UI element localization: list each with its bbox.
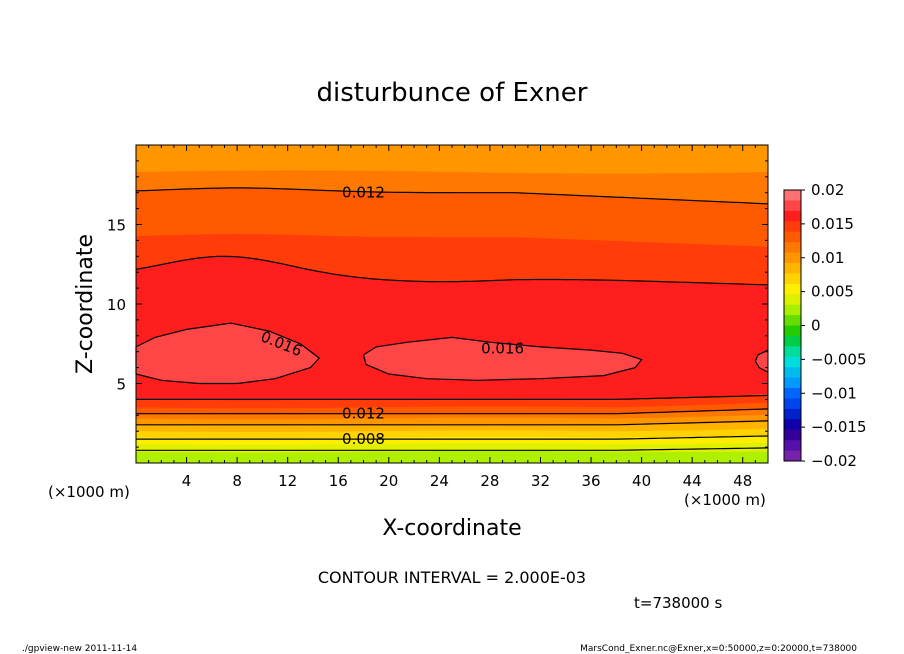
contour-0.012-upper — [135, 187, 769, 205]
colorbar: 0.02 0.015 0.01 0.005 0 −0.005 −0.01 −0.015 −0.0… — [783, 181, 867, 470]
y-unit-label: (×1000 m) — [48, 483, 130, 501]
colorbar-segment — [784, 315, 801, 326]
colorbar-segment — [784, 273, 801, 285]
colorbar-segment — [784, 356, 801, 368]
x-tick-label: 40 — [632, 472, 651, 490]
contour-interval-label: CONTOUR INTERVAL = 2.000E-03 — [318, 568, 586, 587]
contour-field — [136, 145, 768, 463]
contour-0.008-lower — [136, 435, 769, 440]
colorbar-segment — [784, 283, 801, 295]
colorbar-segment — [784, 325, 801, 337]
y-axis-ticks: 5 10 15 — [107, 160, 768, 448]
colorbar-tick-label: 0.01 — [811, 249, 844, 267]
colorbar-segment — [784, 429, 801, 441]
colorbar-segment — [784, 367, 801, 379]
contour-0.012-lower — [136, 408, 769, 415]
x-tick-label: 8 — [232, 472, 242, 490]
colorbar-segment — [784, 242, 801, 254]
colorbar-segment — [784, 304, 801, 316]
colorbar-segment — [784, 377, 801, 389]
colorbar-segment — [784, 388, 801, 399]
colorbar-segment — [784, 190, 801, 201]
contour-0.006-lower — [136, 447, 769, 451]
contour-label: 0.012 — [342, 184, 385, 202]
y-tick-label: 5 — [116, 376, 126, 394]
colorbar-segment — [784, 252, 801, 264]
colorbar-segment — [784, 346, 801, 358]
colorbar-tick-label: 0.02 — [811, 181, 844, 199]
y-axis-label: Z-coordinate — [73, 234, 98, 374]
x-tick-label: 24 — [430, 472, 449, 490]
colorbar-tick-label: −0.015 — [811, 418, 867, 436]
colorbar-segment — [784, 419, 801, 431]
contour-0.016-east — [754, 349, 769, 373]
colorbar-segment — [784, 440, 801, 452]
colorbar-segment — [784, 335, 801, 347]
contour-0.016-center — [362, 336, 643, 381]
colorbar-segment — [784, 450, 801, 462]
contour-0.016-west — [135, 322, 321, 385]
contour-0.010-lower — [136, 420, 769, 426]
colorbar-tick-label: −0.005 — [811, 350, 867, 368]
field-high-region-east — [755, 350, 768, 373]
x-tick-label: 4 — [182, 472, 192, 490]
colorbar-segment — [784, 200, 801, 212]
colorbar-segment — [784, 398, 801, 410]
contour-0.014-lower — [136, 394, 769, 400]
y-tick-label: 10 — [107, 296, 126, 314]
field-high-region-west — [136, 323, 320, 384]
x-unit-label: (×1000 m) — [684, 491, 766, 509]
colorbar-tick-label: 0.015 — [811, 215, 854, 233]
x-tick-label: 32 — [531, 472, 550, 490]
x-tick-label: 20 — [379, 472, 398, 490]
colorbar-segment — [784, 408, 801, 420]
time-label: t=738000 s — [634, 594, 722, 612]
colorbar-tick-label: −0.02 — [811, 452, 857, 470]
field-high-region-center — [363, 337, 642, 381]
colorbar-segment — [784, 262, 801, 274]
y-tick-label: 15 — [107, 217, 126, 235]
colorbar-segment — [784, 294, 801, 306]
footer-left: ./gpview-new 2011-11-14 — [22, 644, 137, 654]
colorbar-segment — [784, 231, 801, 243]
colorbar-segment — [784, 221, 801, 233]
contour-0.014-upper — [135, 255, 769, 286]
contour-label: 0.012 — [342, 405, 385, 423]
x-tick-label: 48 — [733, 472, 752, 490]
chart-title: disturbunce of Exner — [317, 78, 588, 108]
colorbar-tick-label: 0 — [811, 317, 821, 335]
field-band-lower-9 — [136, 451, 768, 463]
contour-label: 0.016 — [481, 340, 524, 358]
x-tick-label: 12 — [278, 472, 297, 490]
x-tick-label: 28 — [480, 472, 499, 490]
x-tick-label: 16 — [329, 472, 348, 490]
colorbar-segment — [784, 210, 801, 222]
x-tick-label: 36 — [581, 472, 600, 490]
x-axis-label: X-coordinate — [382, 516, 521, 541]
colorbar-tick-label: −0.01 — [811, 384, 857, 402]
contour-lines — [135, 187, 769, 451]
colorbar-tick-label: 0.005 — [811, 283, 854, 301]
x-tick-label: 44 — [683, 472, 702, 490]
footer-right: MarsCond_Exner.nc@Exner,x=0:50000,z=0:20… — [580, 644, 857, 654]
x-axis-ticks: 4 8 12 16 20 24 28 32 36 40 44 48 — [148, 145, 756, 490]
contour-label: 0.008 — [342, 430, 385, 448]
